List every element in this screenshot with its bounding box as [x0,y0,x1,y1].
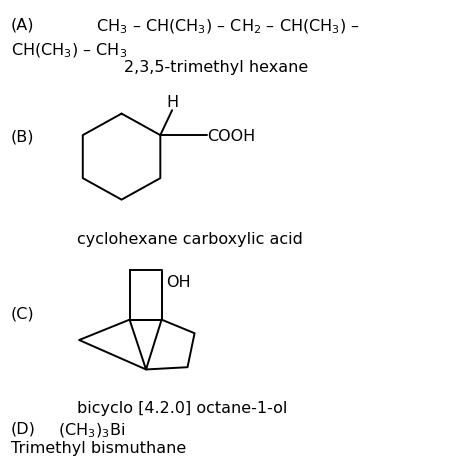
Text: (B): (B) [11,129,34,145]
Text: COOH: COOH [208,129,255,143]
Text: Trimethyl bismuthane: Trimethyl bismuthane [11,440,186,455]
Text: cyclohexane carboxylic acid: cyclohexane carboxylic acid [77,232,303,247]
Text: CH(CH$_3$) – CH$_3$: CH(CH$_3$) – CH$_3$ [11,41,127,60]
Text: OH: OH [166,275,191,290]
Text: 2,3,5-trimethyl hexane: 2,3,5-trimethyl hexane [124,60,308,75]
Text: (C): (C) [11,306,35,321]
Text: bicyclo [4.2.0] octane-1-ol: bicyclo [4.2.0] octane-1-ol [77,400,287,415]
Text: CH$_3$ – CH(CH$_3$) – CH$_2$ – CH(CH$_3$) –: CH$_3$ – CH(CH$_3$) – CH$_2$ – CH(CH$_3$… [96,17,360,35]
Text: (A): (A) [11,17,34,32]
Text: H: H [166,95,178,110]
Text: (D): (D) [11,420,36,435]
Text: (CH$_3$)$_3$Bi: (CH$_3$)$_3$Bi [58,420,125,439]
